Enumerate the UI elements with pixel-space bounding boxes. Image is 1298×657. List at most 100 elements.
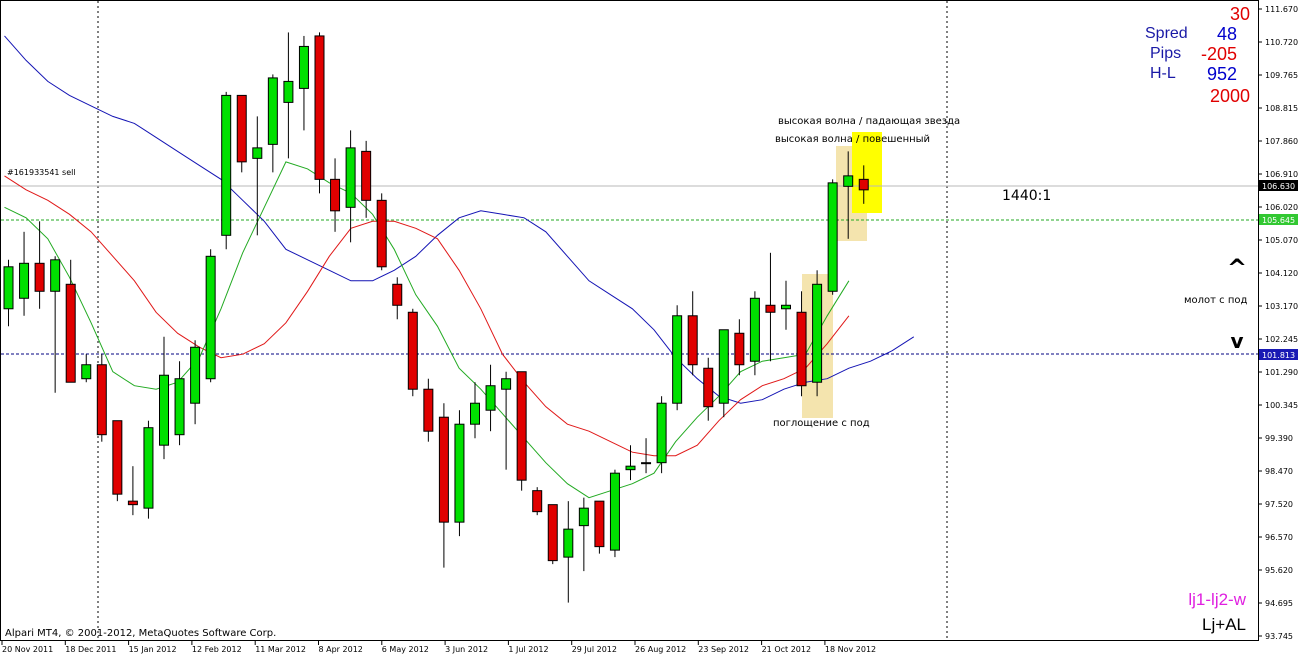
bear-candle <box>423 388 434 432</box>
spread-value: 48 <box>1217 24 1237 44</box>
bull-candle <box>470 402 480 425</box>
spread-label: Spred <box>1145 25 1188 42</box>
bear-candle <box>407 311 418 390</box>
bear-candle <box>703 367 714 408</box>
star-highlight <box>852 132 882 213</box>
y-axis: 111.670 110.720 109.765 108.815 107.860 106.9… <box>1258 5 1298 641</box>
y-tick-label: 94.695 <box>1265 599 1293 608</box>
bear-candle <box>438 416 449 523</box>
y-tick-label: 111.670 <box>1265 5 1298 14</box>
x-tick-label: 15 Jan 2012 <box>129 645 177 654</box>
info-bottom-value: 2000 <box>1210 86 1250 106</box>
hl-value: 952 <box>1207 64 1237 84</box>
x-tick-label: 8 Apr 2012 <box>319 645 363 654</box>
bear-candle <box>112 420 123 495</box>
bear-candle <box>236 94 247 163</box>
bear-candle <box>532 490 543 513</box>
bull-candle <box>19 262 30 299</box>
y-tick-label: 104.120 <box>1265 269 1298 278</box>
bull-candle <box>81 364 92 380</box>
y-tick-label: 102.245 <box>1265 335 1298 344</box>
blue-price-tag <box>1259 349 1298 360</box>
bear-candle <box>330 178 341 212</box>
x-tick-label: 18 Dec 2011 <box>65 645 116 654</box>
bull-candle <box>827 182 838 292</box>
y-tick-label: 110.720 <box>1265 38 1298 47</box>
order-price-tag <box>1259 180 1298 191</box>
annotation-engulfing: поглощение с под <box>773 418 870 429</box>
order-price-text: 106.630 <box>1262 182 1295 191</box>
bull-candle <box>267 77 278 145</box>
bear-candle <box>96 364 107 436</box>
bear-candle <box>547 504 558 562</box>
x-tick-label: 20 Nov 2011 <box>2 645 53 654</box>
order-label: #161933541 sell <box>7 168 76 177</box>
hl-label: H-L <box>1150 65 1176 82</box>
bull-candle <box>159 374 169 446</box>
y-tick-label: 100.345 <box>1265 401 1298 410</box>
x-tick-label: 29 Jul 2012 <box>572 645 617 654</box>
copyright-text: Alpari MT4, © 2001-2012, MetaQuotes Soft… <box>5 628 276 639</box>
bull-candle <box>50 259 61 292</box>
bull-candle <box>143 427 154 509</box>
y-tick-label: 109.765 <box>1265 71 1298 80</box>
bear-candle <box>361 150 372 201</box>
bull-candle <box>812 283 823 383</box>
bear-candle <box>765 304 776 313</box>
y-tick-label: 107.860 <box>1265 137 1298 146</box>
y-tick-label: 106.910 <box>1265 170 1298 179</box>
bull-candle <box>625 465 636 471</box>
x-tick-label: 18 Nov 2012 <box>825 645 876 654</box>
bull-candle <box>345 147 356 208</box>
y-tick-label: 96.570 <box>1265 533 1293 542</box>
bull-candle <box>656 402 667 464</box>
info-top-value: 30 <box>1230 4 1250 24</box>
pips-label: Pips <box>1150 45 1181 62</box>
bull-candle <box>252 147 263 159</box>
blue-price-text: 101.813 <box>1262 351 1295 360</box>
bull-candle <box>578 507 589 527</box>
y-tick-label: 99.390 <box>1265 434 1293 443</box>
candles <box>3 32 869 603</box>
bear-candle <box>687 315 698 366</box>
bear-candle <box>858 178 869 191</box>
bear-candle <box>734 332 745 366</box>
plot-frame <box>0 0 1259 641</box>
ma-blue-line <box>4 35 915 404</box>
bull-candle <box>283 80 294 103</box>
tag-ljal: Lj+AL <box>1202 615 1246 634</box>
x-tick-label: 21 Oct 2012 <box>762 645 811 654</box>
up-arrow-icon: ^ <box>1227 254 1247 282</box>
bull-candle <box>718 329 729 404</box>
bear-candle <box>34 262 45 292</box>
bear-candle <box>127 500 138 506</box>
y-tick-label: 103.170 <box>1265 302 1298 311</box>
x-tick-label: 26 Aug 2012 <box>635 645 686 654</box>
pips-value: -205 <box>1201 44 1237 64</box>
bull-candle <box>298 45 309 89</box>
bear-candle <box>376 199 387 268</box>
ratio-label: 1440:1 <box>1002 188 1051 204</box>
bull-candle <box>609 472 620 551</box>
bull-candle <box>190 346 201 404</box>
bull-candle <box>485 385 496 411</box>
y-tick-label: 101.290 <box>1265 368 1298 377</box>
green-price-text: 105.645 <box>1262 216 1295 225</box>
bull-candle <box>205 255 216 380</box>
bull-candle <box>843 175 854 187</box>
bear-candle <box>594 500 605 548</box>
annotation-hammer: молот с под <box>1184 295 1248 306</box>
y-tick-label: 98.470 <box>1265 467 1293 476</box>
down-arrow-icon: v <box>1230 329 1243 353</box>
annotation-high-wave-star: высокая волна / падающая звезда <box>778 116 960 127</box>
ma-red-line <box>4 175 850 457</box>
y-tick-label: 93.745 <box>1265 632 1293 641</box>
bull-candle <box>221 94 232 236</box>
bear-candle <box>65 283 76 383</box>
x-tick-label: 3 Jun 2012 <box>445 645 488 654</box>
bear-candle <box>516 371 527 481</box>
bull-candle <box>563 528 574 558</box>
bear-candle <box>392 283 403 306</box>
green-price-tag <box>1259 214 1298 225</box>
